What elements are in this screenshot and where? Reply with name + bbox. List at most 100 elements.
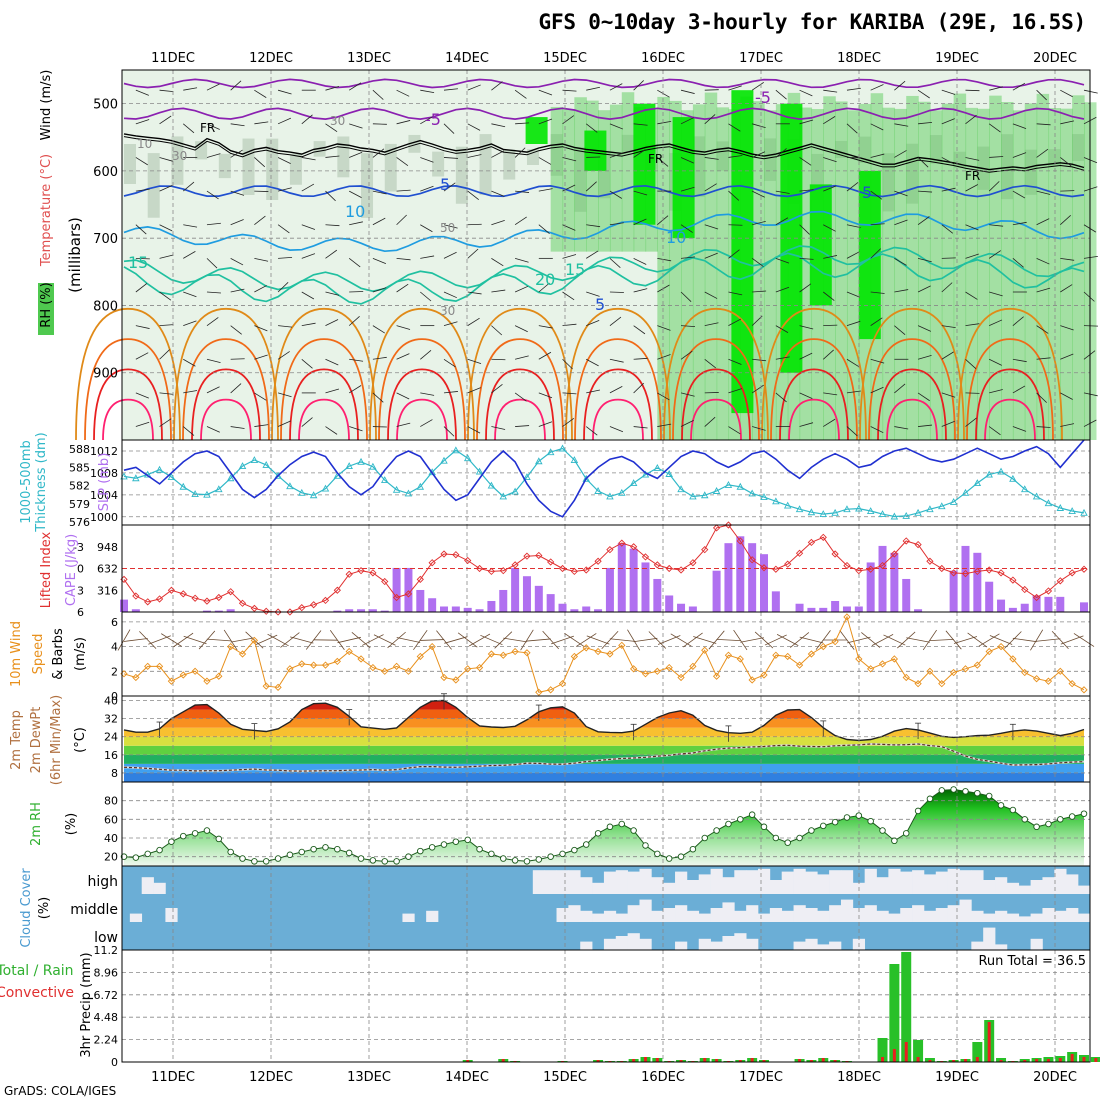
cloud-cell [1066, 874, 1079, 894]
wind-speed-point [215, 672, 223, 680]
wind-barb [436, 630, 452, 650]
thickness-point [997, 467, 1005, 475]
slp-tick-label: 1004 [90, 489, 118, 502]
cloud-cell [864, 905, 877, 922]
lifted-index-point [997, 569, 1005, 577]
upper-wind-barb [918, 121, 933, 125]
rh2m-point [191, 830, 199, 837]
upper-wind-barb [633, 325, 646, 335]
upper-wind-barb [325, 291, 340, 296]
cloud-axis-label: Cloud Cover [19, 868, 34, 948]
rh2m-point [215, 835, 223, 843]
cape-bar [333, 610, 342, 612]
rh2m-point [950, 786, 957, 793]
rh2m-point [594, 830, 602, 837]
contour-label: 5 [440, 175, 450, 194]
lifted-index-point [1056, 577, 1064, 585]
cloud-cell [746, 870, 759, 894]
cloud-cell [580, 941, 593, 950]
wind-speed-point [144, 662, 152, 670]
wind-speed-point [487, 650, 496, 658]
lifted-index-point [132, 592, 140, 600]
upper-wind-barb [681, 325, 696, 328]
cape-bar [451, 606, 460, 612]
upper-wind-barb [586, 320, 600, 327]
upper-wind-barb [206, 83, 220, 91]
svg-text:Thickness (dm): Thickness (dm) [34, 432, 49, 532]
upper-wind-barb [680, 89, 695, 94]
upper-wind-barb [325, 85, 340, 91]
temperature-contour-surface [574, 338, 662, 441]
upper-wind-barb [870, 248, 882, 259]
wind-speed-point [677, 673, 685, 682]
cloud-cell [888, 868, 901, 894]
thickness-point [689, 492, 697, 500]
thickness-point [1032, 492, 1041, 500]
wind-speed-point [985, 647, 993, 656]
thickness-point [653, 463, 662, 471]
cloud-cell [698, 913, 711, 922]
rh-mid-band [218, 153, 231, 179]
temperature-contour-surface [975, 368, 1045, 441]
wind-speed-point [701, 646, 709, 654]
lifted-index-point [831, 550, 839, 558]
upper-wind-barb [396, 189, 411, 192]
run-total-label: Run Total = 36.5 [978, 954, 1086, 969]
temperature-contour-surface [966, 338, 1054, 441]
wind-speed-point [570, 652, 579, 661]
rh-moist-area [1024, 103, 1038, 441]
cloud-cell [615, 936, 628, 950]
wind-speed-point [464, 665, 472, 673]
rh2m-point [571, 846, 578, 854]
lifted-index-point [144, 598, 152, 606]
lifted-index-point [298, 604, 306, 612]
upper-wind-barb [799, 157, 812, 166]
upper-wind-barb [254, 257, 269, 262]
wind-speed-point [511, 647, 519, 656]
date-label-top: 18DEC [837, 51, 881, 66]
wind-barb [457, 632, 478, 648]
wind-barb [953, 636, 978, 644]
temperature-contour-surface [690, 398, 742, 441]
wind-speed-point [772, 651, 780, 659]
wind-speed-point [795, 661, 804, 669]
temperature-contour-surface [93, 368, 163, 441]
svg-text:(6hr Min/Max): (6hr Min/Max) [49, 695, 64, 785]
cape-bar [368, 609, 377, 612]
lifted-index-point [440, 550, 448, 558]
wind-barb [922, 629, 937, 651]
upper-wind-barb [372, 89, 384, 100]
cloud-cell [840, 899, 854, 922]
wind-barb [148, 635, 171, 645]
lifted-index-point [855, 567, 863, 575]
rh-mid-band [882, 153, 895, 212]
rh-moist-area [621, 92, 635, 252]
thickness-point [309, 491, 318, 499]
upper-wind-barb [325, 123, 338, 132]
date-label-top: 14DEC [445, 51, 489, 66]
cloud-cell [675, 941, 688, 950]
rh2m-point [251, 858, 258, 865]
temperature-contour-surface [770, 338, 858, 441]
upper-wind-barb [1060, 353, 1074, 360]
cloud-cell [805, 908, 818, 922]
rh2m-point [654, 850, 661, 858]
temperature-contour-surface [494, 398, 546, 441]
upper-wind-barb [562, 115, 575, 125]
upper-wind-barb [1012, 316, 1024, 326]
cape-bar [831, 600, 840, 612]
upper-wind-barb [254, 215, 266, 226]
temperature-contour-surface [387, 368, 457, 441]
wind-speed-point [1068, 680, 1076, 688]
rh-moist-area [692, 104, 706, 440]
cape-bar [736, 536, 745, 612]
upper-wind-barb [420, 89, 435, 94]
thickness-point [523, 473, 531, 480]
upper-wind-barb [846, 320, 861, 327]
temperature-contour-surface [761, 307, 867, 441]
precip-convective-bar [643, 1057, 647, 1062]
rh2m-tick-label: 20 [104, 851, 118, 864]
upper-wind-barb [1060, 89, 1073, 98]
lifted-index-point [819, 533, 827, 541]
rh2m-point [345, 849, 353, 857]
